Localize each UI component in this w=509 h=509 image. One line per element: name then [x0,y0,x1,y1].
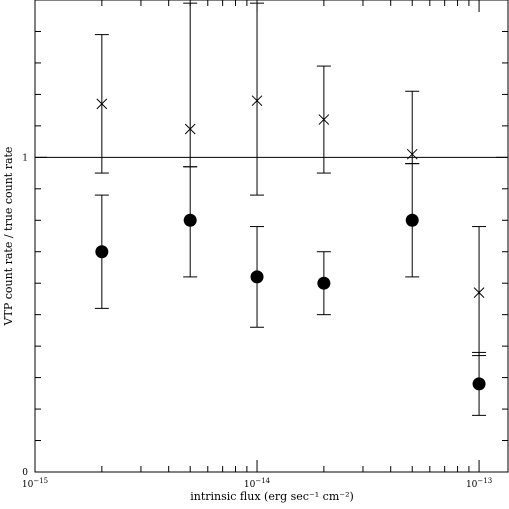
x-tick-label: 10−13 [466,477,492,490]
major-ticks [34,0,508,473]
cross-marker [406,148,418,160]
cross-stroke [96,98,108,110]
filled-circle-marker [317,276,331,290]
y-tick-label: 1 [22,153,28,163]
cross-stroke [473,287,485,298]
filled-circle-marker [405,213,419,227]
x-axis-label: intrinsic flux (erg sec⁻¹ cm⁻²) [190,490,354,503]
filled-circle-marker [183,213,197,227]
plot-frame [34,0,509,473]
error-bars [94,2,487,416]
cross-stroke [184,123,196,135]
cross-marker [184,123,196,135]
cross-stroke [318,114,330,125]
filled-circle-marker [472,377,486,391]
cross-marker [318,114,330,125]
cross-marker [96,98,108,110]
cross-stroke [251,95,263,107]
cross-marker [473,287,485,298]
filled-circle-marker [95,245,109,259]
markers [95,95,486,391]
cross-marker [251,95,263,107]
y-tick-label: 0 [22,468,28,478]
y-tick-labels: 01 [22,153,28,478]
x-tick-label: 10−14 [244,477,271,490]
cross-stroke [406,148,418,160]
x-tick-label: 10−15 [22,477,48,490]
x-tick-labels: 10−15 10−14 10−13 [22,477,492,490]
y-axis-label: VTP count rate / true count rate [2,147,15,327]
filled-circle-marker [250,270,264,284]
minor-ticks [35,0,508,472]
